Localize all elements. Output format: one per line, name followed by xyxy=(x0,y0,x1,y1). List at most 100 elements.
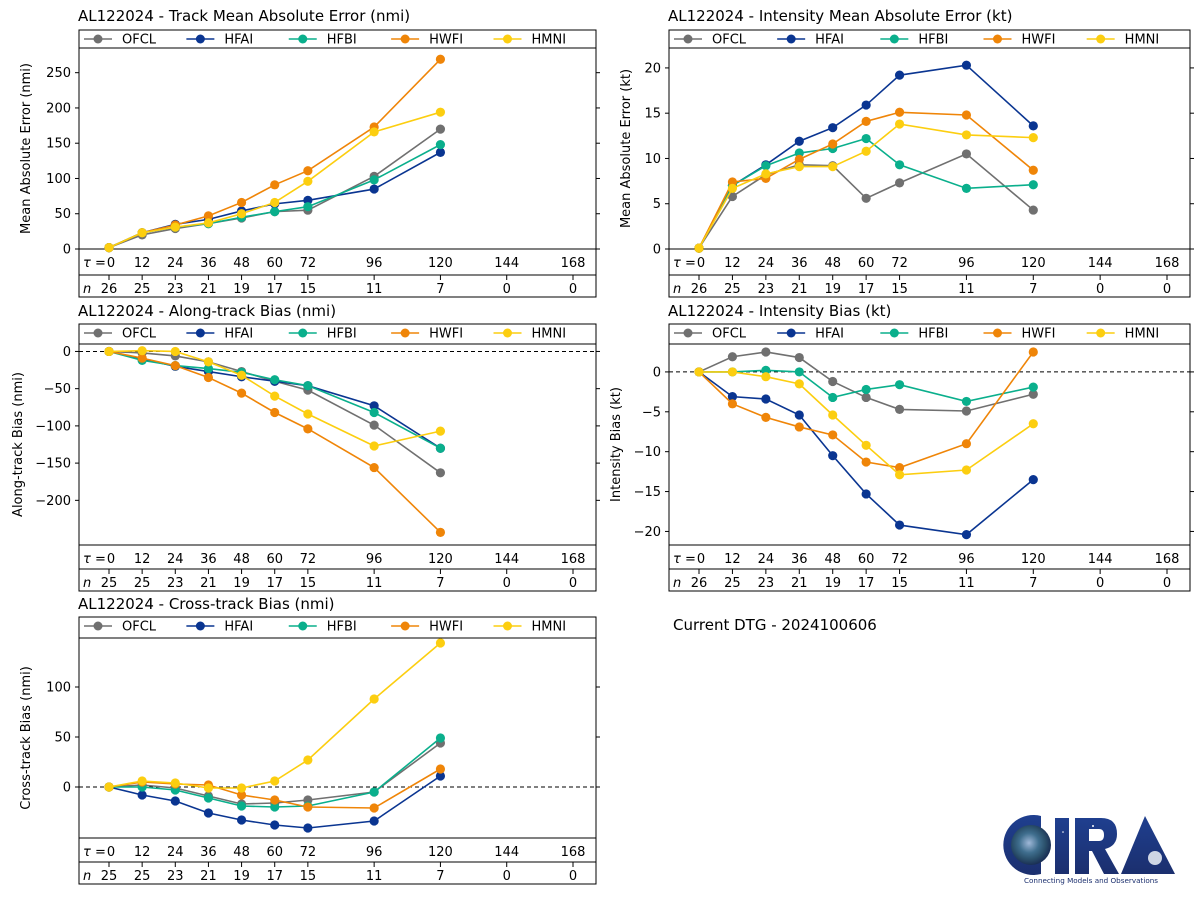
chart-along_track_bias: AL122024 - Along-track Bias (nmi) OFCL HFA… xyxy=(11,302,600,592)
series-line-hfai xyxy=(698,64,1034,249)
data-point-hfai-tau96 xyxy=(369,816,379,826)
data-point-hfai-tau24 xyxy=(170,796,180,806)
legend-item-hmni: HMNI xyxy=(1086,33,1159,48)
legend-item-hfai: HFAI xyxy=(186,327,253,342)
data-point-hfai-tau60 xyxy=(270,820,280,830)
legend-label: HWFI xyxy=(1022,327,1056,342)
n-count-label: 21 xyxy=(791,576,808,591)
tau-tick-label: 72 xyxy=(891,552,908,567)
data-point-hfai-tau48 xyxy=(828,123,838,133)
data-point-ofcl-tau120 xyxy=(435,468,446,478)
data-point-hfbi-tau96 xyxy=(369,175,379,185)
cira-logo: Connecting Models and Observations xyxy=(1003,815,1175,885)
legend-label: HFBI xyxy=(327,327,357,342)
chart-frame xyxy=(78,323,597,592)
n-count-label: 17 xyxy=(266,576,283,591)
data-point-hmni-tau24 xyxy=(170,222,180,232)
tau-tick-label: 168 xyxy=(1155,552,1180,567)
data-point-hwfi-tau48 xyxy=(236,388,247,398)
data-point-hwfi-tau72 xyxy=(894,463,905,473)
tau-tick-label: 120 xyxy=(428,256,453,271)
tau-tick-label: 36 xyxy=(200,256,217,271)
tau-tick-label: 60 xyxy=(266,256,283,271)
chart-title: AL122024 - Cross-track Bias (nmi) xyxy=(78,595,335,613)
y-tick-label: −100 xyxy=(35,419,71,434)
data-point-hmni-tau24 xyxy=(761,169,771,179)
tau-tick-label: 96 xyxy=(366,256,383,271)
data-point-hfai-tau36 xyxy=(794,410,804,420)
series-hfbi xyxy=(104,140,446,253)
data-point-hfbi-tau24 xyxy=(761,365,771,375)
legend-label: HMNI xyxy=(532,620,567,635)
legend-item-hfai: HFAI xyxy=(186,33,253,48)
tau-tick-label: 0 xyxy=(107,845,115,860)
legend-swatch-marker xyxy=(298,621,308,631)
legend-label: OFCL xyxy=(122,327,157,342)
legend-swatch-marker xyxy=(93,328,103,338)
legend-swatch-marker xyxy=(786,34,796,44)
legend-label: HFAI xyxy=(224,33,253,48)
y-axis-label: Mean Absolute Error (nmi) xyxy=(19,63,34,234)
chart-track_mae: AL122024 - Track Mean Absolute Error (nm… xyxy=(19,7,600,298)
data-point-hmni-tau12 xyxy=(727,367,738,377)
tau-tick-label: 168 xyxy=(561,256,586,271)
data-point-hfbi-tau36 xyxy=(203,793,214,803)
data-point-hfbi-tau36 xyxy=(794,367,804,377)
data-point-ofcl-tau120 xyxy=(1028,205,1038,215)
tau-tick-label: 72 xyxy=(300,256,317,271)
chart-title: AL122024 - Track Mean Absolute Error (nm… xyxy=(78,7,410,25)
legend-item-ofcl: OFCL xyxy=(84,327,157,342)
data-point-hfai-tau96 xyxy=(369,401,379,411)
tau-tick-label: 0 xyxy=(107,552,115,567)
legend-swatch-marker xyxy=(93,34,103,44)
data-point-ofcl-tau96 xyxy=(369,420,379,430)
data-point-hmni-tau36 xyxy=(794,162,804,172)
n-count-label: 7 xyxy=(436,576,444,591)
y-tick-label: −150 xyxy=(35,457,71,472)
tau-tick-label: 96 xyxy=(366,845,383,860)
legend-swatch-marker xyxy=(503,328,513,338)
y-tick-label: 10 xyxy=(644,152,661,167)
series-ofcl xyxy=(694,347,1038,416)
series-hmni xyxy=(104,107,446,253)
tau-tick-label: 24 xyxy=(758,256,775,271)
data-point-hfbi-tau60 xyxy=(270,207,280,217)
tau-tick-label: 36 xyxy=(791,256,808,271)
legend-label: HFBI xyxy=(327,33,357,48)
data-point-hfai-tau72 xyxy=(303,823,313,833)
legend-item-hfbi: HFBI xyxy=(880,33,948,48)
legend-swatch-marker xyxy=(400,328,410,338)
data-point-ofcl-tau60 xyxy=(861,392,871,403)
plot-area xyxy=(694,60,1038,253)
tau-tick-label: 12 xyxy=(724,552,741,567)
n-count-label: 25 xyxy=(101,576,118,591)
data-point-hmni-tau60 xyxy=(861,440,871,450)
tau-tick-label: 0 xyxy=(697,552,705,567)
legend-swatch-marker xyxy=(1096,34,1106,44)
legend-item-hwfi: HWFI xyxy=(983,33,1055,48)
n-count-label: 0 xyxy=(503,869,511,884)
n-count-label: 0 xyxy=(503,282,511,297)
y-tick-label: 0 xyxy=(63,243,71,258)
data-point-hfai-tau24 xyxy=(761,394,771,404)
n-count-label: 17 xyxy=(266,282,283,297)
data-point-hwfi-tau60 xyxy=(270,407,280,418)
n-count-label: 23 xyxy=(167,282,184,297)
data-point-hmni-tau120 xyxy=(435,638,446,648)
tau-tick-label: 144 xyxy=(1088,256,1113,271)
data-point-hfbi-tau60 xyxy=(861,384,871,395)
data-point-hmni-tau96 xyxy=(369,694,379,704)
n-count-label: 17 xyxy=(858,282,875,297)
data-point-hfai-tau96 xyxy=(369,184,379,194)
legend-swatch-marker xyxy=(195,34,205,44)
legend-label: OFCL xyxy=(122,620,157,635)
legend-item-hwfi: HWFI xyxy=(983,327,1056,342)
legend-label: HFAI xyxy=(224,327,253,342)
data-point-hmni-tau36 xyxy=(203,357,214,367)
data-point-hmni-tau48 xyxy=(236,783,247,793)
tau-tick-label: 60 xyxy=(266,845,283,860)
data-point-hfai-tau60 xyxy=(861,489,871,499)
n-count-label: 0 xyxy=(1096,576,1104,591)
data-point-hwfi-tau72 xyxy=(303,802,313,812)
data-point-hmni-tau24 xyxy=(170,778,180,788)
